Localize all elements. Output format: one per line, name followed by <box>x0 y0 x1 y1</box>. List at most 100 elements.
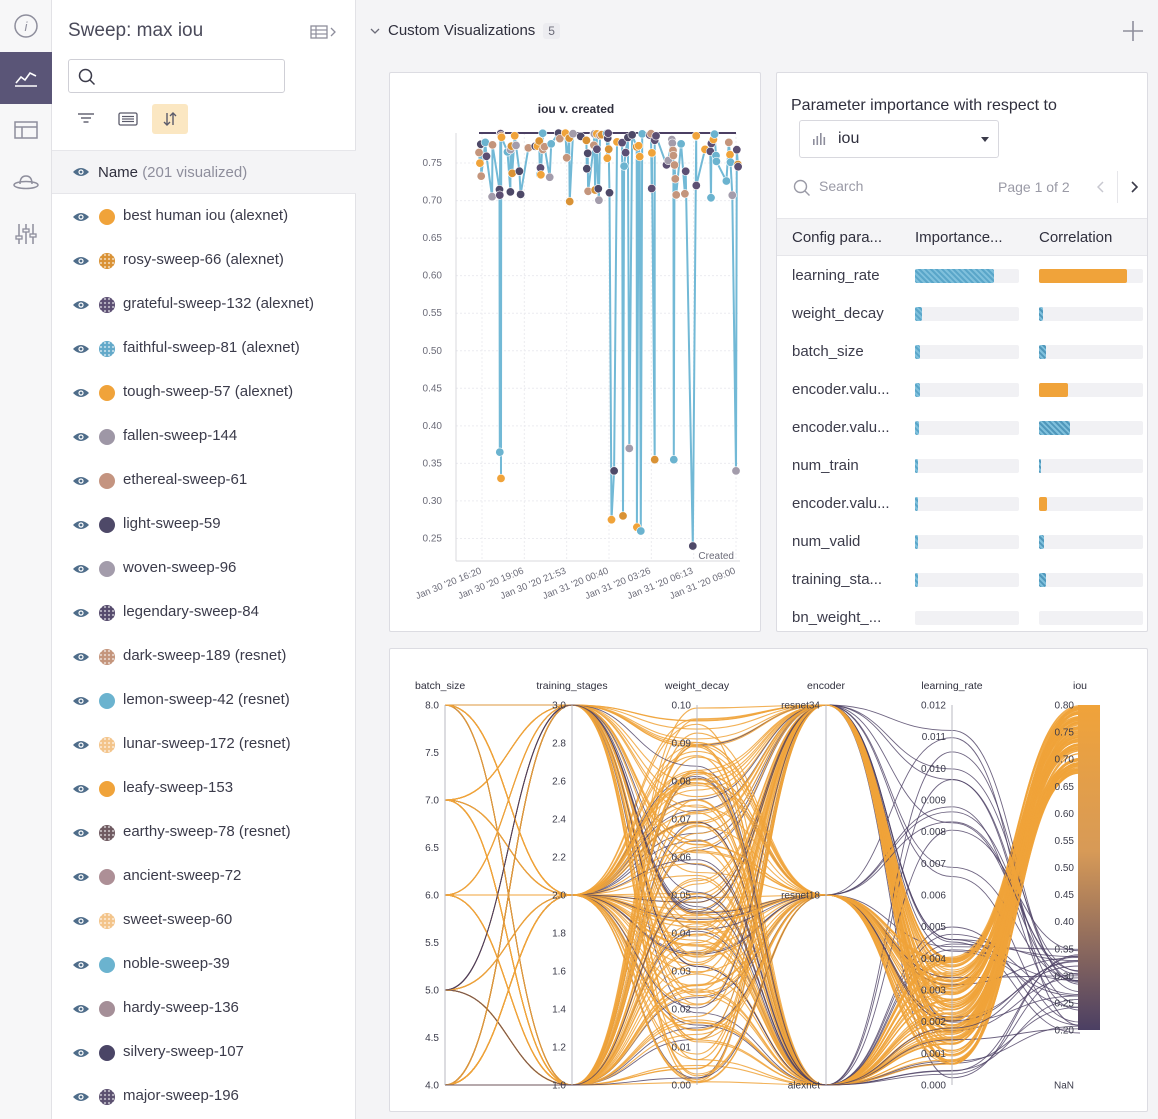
eye-icon[interactable] <box>72 519 90 531</box>
run-name[interactable]: lemon-sweep-42 (resnet) <box>123 691 290 708</box>
run-color-dot[interactable] <box>99 1045 115 1061</box>
run-line[interactable] <box>445 704 1081 1086</box>
section-header[interactable]: Custom Visualizations 5 <box>370 22 560 39</box>
run-point[interactable] <box>534 136 544 146</box>
run-point[interactable] <box>691 181 701 191</box>
charts-icon[interactable] <box>0 52 52 104</box>
run-line[interactable] <box>444 744 1081 1086</box>
run-name[interactable]: major-sweep-196 <box>123 1087 239 1104</box>
run-color-dot[interactable] <box>99 693 115 709</box>
run-line[interactable] <box>444 704 1081 1081</box>
run-color-dot[interactable] <box>99 913 115 929</box>
run-name[interactable]: silvery-sweep-107 <box>123 1043 244 1060</box>
run-name[interactable]: fallen-sweep-144 <box>123 427 238 444</box>
filter-button[interactable] <box>68 104 104 134</box>
axis-title[interactable]: encoder <box>807 680 845 692</box>
eye-icon[interactable] <box>72 563 90 575</box>
run-name[interactable]: earthy-sweep-78 (resnet) <box>123 823 291 840</box>
eye-icon[interactable] <box>72 431 90 443</box>
run-color-dot[interactable] <box>99 869 115 885</box>
run-point[interactable] <box>680 189 690 199</box>
eye-icon[interactable] <box>72 915 90 927</box>
run-line[interactable] <box>444 704 1081 1086</box>
run-point[interactable] <box>475 158 485 168</box>
next-page-button[interactable] <box>1117 171 1147 203</box>
run-row[interactable]: legendary-sweep-84 <box>52 591 356 635</box>
run-point[interactable] <box>621 148 631 158</box>
run-point[interactable] <box>676 139 686 149</box>
run-point[interactable] <box>592 144 602 154</box>
run-point[interactable] <box>636 526 646 536</box>
run-row[interactable]: best human iou (alexnet) <box>52 195 356 239</box>
run-point[interactable] <box>709 129 719 139</box>
run-point[interactable] <box>618 511 628 521</box>
eye-icon[interactable] <box>72 166 90 178</box>
run-point[interactable] <box>668 151 678 161</box>
run-point[interactable] <box>617 138 627 148</box>
run-point[interactable] <box>603 128 613 138</box>
run-name[interactable]: woven-sweep-96 <box>123 559 237 576</box>
run-point[interactable] <box>510 131 520 141</box>
run-point[interactable] <box>691 131 701 141</box>
run-row[interactable]: silvery-sweep-107 <box>52 1031 356 1075</box>
run-point[interactable] <box>581 135 591 145</box>
axis-title[interactable]: learning_rate <box>921 680 982 692</box>
run-row[interactable]: lemon-sweep-42 (resnet) <box>52 679 356 723</box>
run-row[interactable]: ancient-sweep-72 <box>52 855 356 899</box>
run-point[interactable] <box>670 174 680 184</box>
add-panel-icon[interactable] <box>1122 20 1144 42</box>
run-point[interactable] <box>511 140 521 150</box>
importance-row[interactable]: encoder.valu... <box>777 485 1147 523</box>
run-point[interactable] <box>609 466 619 476</box>
run-row[interactable]: hardy-sweep-136 <box>52 987 356 1031</box>
run-name[interactable]: light-sweep-59 <box>123 515 221 532</box>
run-row[interactable]: rosy-sweep-66 (alexnet) <box>52 239 356 283</box>
run-row[interactable]: fallen-sweep-144 <box>52 415 356 459</box>
run-color-dot[interactable] <box>99 429 115 445</box>
run-point[interactable] <box>546 139 556 149</box>
eye-icon[interactable] <box>72 299 90 311</box>
run-row[interactable]: faithful-sweep-81 (alexnet) <box>52 327 356 371</box>
run-point[interactable] <box>731 466 741 476</box>
eye-icon[interactable] <box>72 607 90 619</box>
run-point[interactable] <box>497 132 507 142</box>
name-column-label[interactable]: Name <box>98 164 139 181</box>
eye-icon[interactable] <box>72 475 90 487</box>
run-line[interactable] <box>444 704 1081 1086</box>
run-color-dot[interactable] <box>99 825 115 841</box>
run-point[interactable] <box>733 162 743 172</box>
run-name[interactable]: legendary-sweep-84 <box>123 603 259 620</box>
run-point[interactable] <box>605 188 615 198</box>
run-color-dot[interactable] <box>99 1089 115 1105</box>
eye-icon[interactable] <box>72 1091 90 1103</box>
run-name[interactable]: ancient-sweep-72 <box>123 867 242 884</box>
run-point[interactable] <box>555 134 565 144</box>
run-point[interactable] <box>634 141 644 151</box>
eye-icon[interactable] <box>72 695 90 707</box>
run-row[interactable]: sweet-sweep-60 <box>52 899 356 943</box>
run-point[interactable] <box>568 129 578 139</box>
run-color-dot[interactable] <box>99 737 115 753</box>
run-row[interactable]: tough-sweep-57 (alexnet) <box>52 371 356 415</box>
eye-icon[interactable] <box>72 871 90 883</box>
importance-search-input[interactable]: Search <box>819 178 864 194</box>
axis-title[interactable]: weight_decay <box>664 680 730 692</box>
run-point[interactable] <box>647 148 657 158</box>
sort-button[interactable] <box>152 104 188 134</box>
run-name[interactable]: lunar-sweep-172 (resnet) <box>123 735 291 752</box>
run-line[interactable] <box>444 704 1081 1086</box>
run-point[interactable] <box>516 189 526 199</box>
run-point[interactable] <box>505 187 515 197</box>
run-color-dot[interactable] <box>99 781 115 797</box>
run-color-dot[interactable] <box>99 605 115 621</box>
parallel-coordinates-panel[interactable]: batch_size 8.0 7.5 7.0 6.5 6.0 5.5 5.0 4.5 4.0 tra… <box>389 648 1148 1112</box>
sweep-hat-icon[interactable] <box>0 156 52 208</box>
run-point[interactable] <box>604 144 614 154</box>
run-point[interactable] <box>607 515 617 525</box>
run-point[interactable] <box>669 455 679 465</box>
importance-row[interactable]: num_train <box>777 447 1147 485</box>
eye-icon[interactable] <box>72 959 90 971</box>
importance-row[interactable]: weight_decay <box>777 295 1147 333</box>
metric-select[interactable]: iou <box>799 120 999 158</box>
run-point[interactable] <box>583 148 593 158</box>
